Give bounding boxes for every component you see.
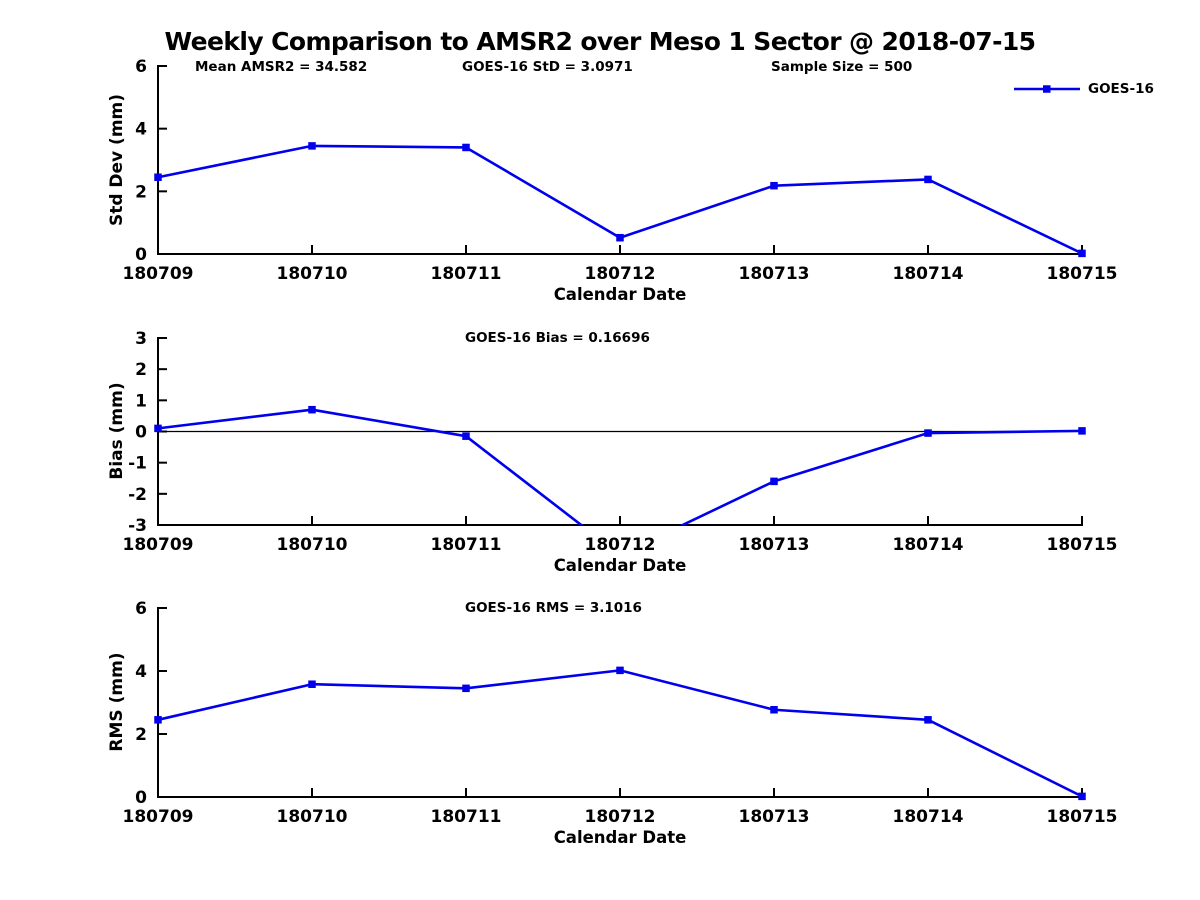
y-tick-label: -1 [128, 454, 147, 474]
y-tick-label: 0 [135, 423, 147, 443]
x-tick-label: 180715 [1047, 807, 1118, 827]
data-point-marker [154, 173, 162, 181]
x-tick-label: 180715 [1047, 535, 1118, 555]
data-point-marker [616, 666, 624, 675]
data-point-marker [616, 233, 624, 242]
y-tick-label: -2 [128, 485, 147, 505]
data-line-goes-16 [157, 669, 1083, 797]
data-point-marker [462, 143, 470, 152]
x-tick-label: 180715 [1047, 264, 1118, 284]
x-tick-label: 180711 [431, 264, 502, 284]
chart-std_dev: 0 2 4 6 180709 180710 180711 180712 180713 180714… [123, 57, 1118, 284]
legend-label: GOES-16 [1088, 81, 1154, 97]
data-point-marker [154, 716, 162, 724]
x-tick-label: 180710 [277, 264, 348, 284]
annotation-goes16-std: GOES-16 StD = 3.0971 [462, 59, 633, 75]
data-point-marker [924, 716, 932, 724]
x-tick-label: 180712 [585, 535, 656, 555]
annotation-goes16-rms: GOES-16 RMS = 3.1016 [465, 600, 642, 616]
data-point-marker [308, 142, 316, 150]
x-tick-label: 180709 [123, 807, 194, 827]
x-tick-label: 180710 [277, 535, 348, 555]
data-point-marker [308, 405, 316, 414]
y-tick-label: 4 [135, 120, 147, 140]
y-tick-label: -3 [128, 516, 147, 536]
x-tick-label: 180709 [123, 264, 194, 284]
chart-bias: -3 -2 -1 0 1 2 3 180709 180710 180711 180712 180713… [123, 329, 1118, 555]
y-tick-label: 4 [135, 662, 147, 682]
data-point-marker [924, 429, 932, 437]
data-point-marker [462, 432, 470, 440]
data-point-marker [154, 424, 162, 433]
annotation-goes16-bias: GOES-16 Bias = 0.16696 [465, 330, 650, 346]
xlabel-calendar-date-1: Calendar Date [553, 285, 687, 304]
y-tick-label: 1 [135, 391, 147, 411]
xlabel-calendar-date-2: Calendar Date [553, 556, 687, 575]
data-point-marker [1078, 427, 1086, 435]
x-tick-label: 180710 [277, 807, 348, 827]
ylabel-bias: Bias (mm) [107, 382, 127, 480]
data-point-marker [308, 680, 316, 688]
y-tick-label: 0 [135, 788, 147, 808]
x-tick-label: 180714 [893, 807, 964, 827]
y-tick-label: 2 [135, 360, 147, 380]
ylabel-rms: RMS (mm) [107, 652, 127, 752]
chart-rms: 0 2 4 6 180709 180710 180711 180712 180713 180714… [123, 599, 1118, 827]
figure-title: Weekly Comparison to AMSR2 over Meso 1 S… [164, 27, 1037, 56]
y-tick-label: 2 [135, 182, 147, 202]
data-point-marker [1078, 792, 1086, 801]
legend: GOES-16 [1013, 80, 1154, 98]
data-point-marker [770, 477, 778, 486]
x-tick-label: 180711 [431, 535, 502, 555]
annotation-sample-size: Sample Size = 500 [771, 59, 913, 75]
xlabel-calendar-date-3: Calendar Date [553, 828, 687, 847]
ylabel-std-dev: Std Dev (mm) [107, 93, 127, 227]
data-point-marker [924, 175, 932, 184]
x-tick-label: 180712 [585, 807, 656, 827]
data-point-marker [462, 684, 470, 693]
y-tick-label: 2 [135, 725, 147, 745]
x-tick-label: 180713 [739, 807, 810, 827]
x-tick-label: 180713 [739, 264, 810, 284]
data-point-marker [770, 181, 778, 190]
y-tick-label: 0 [135, 245, 147, 265]
x-tick-label: 180711 [431, 807, 502, 827]
x-tick-label: 180709 [123, 535, 194, 555]
annotation-mean-amsr2: Mean AMSR2 = 34.582 [195, 59, 368, 75]
y-tick-label: 3 [135, 329, 147, 349]
x-tick-label: 180712 [585, 264, 656, 284]
data-point-marker [1078, 249, 1086, 258]
x-tick-label: 180714 [893, 264, 964, 284]
data-point-marker [770, 705, 778, 714]
x-tick-label: 180714 [893, 535, 964, 555]
legend-square-marker-icon [1043, 85, 1051, 93]
legend-line-sample [1014, 85, 1080, 93]
y-tick-label: 6 [135, 599, 147, 619]
x-tick-label: 180713 [739, 535, 810, 555]
y-tick-label: 6 [135, 57, 147, 77]
